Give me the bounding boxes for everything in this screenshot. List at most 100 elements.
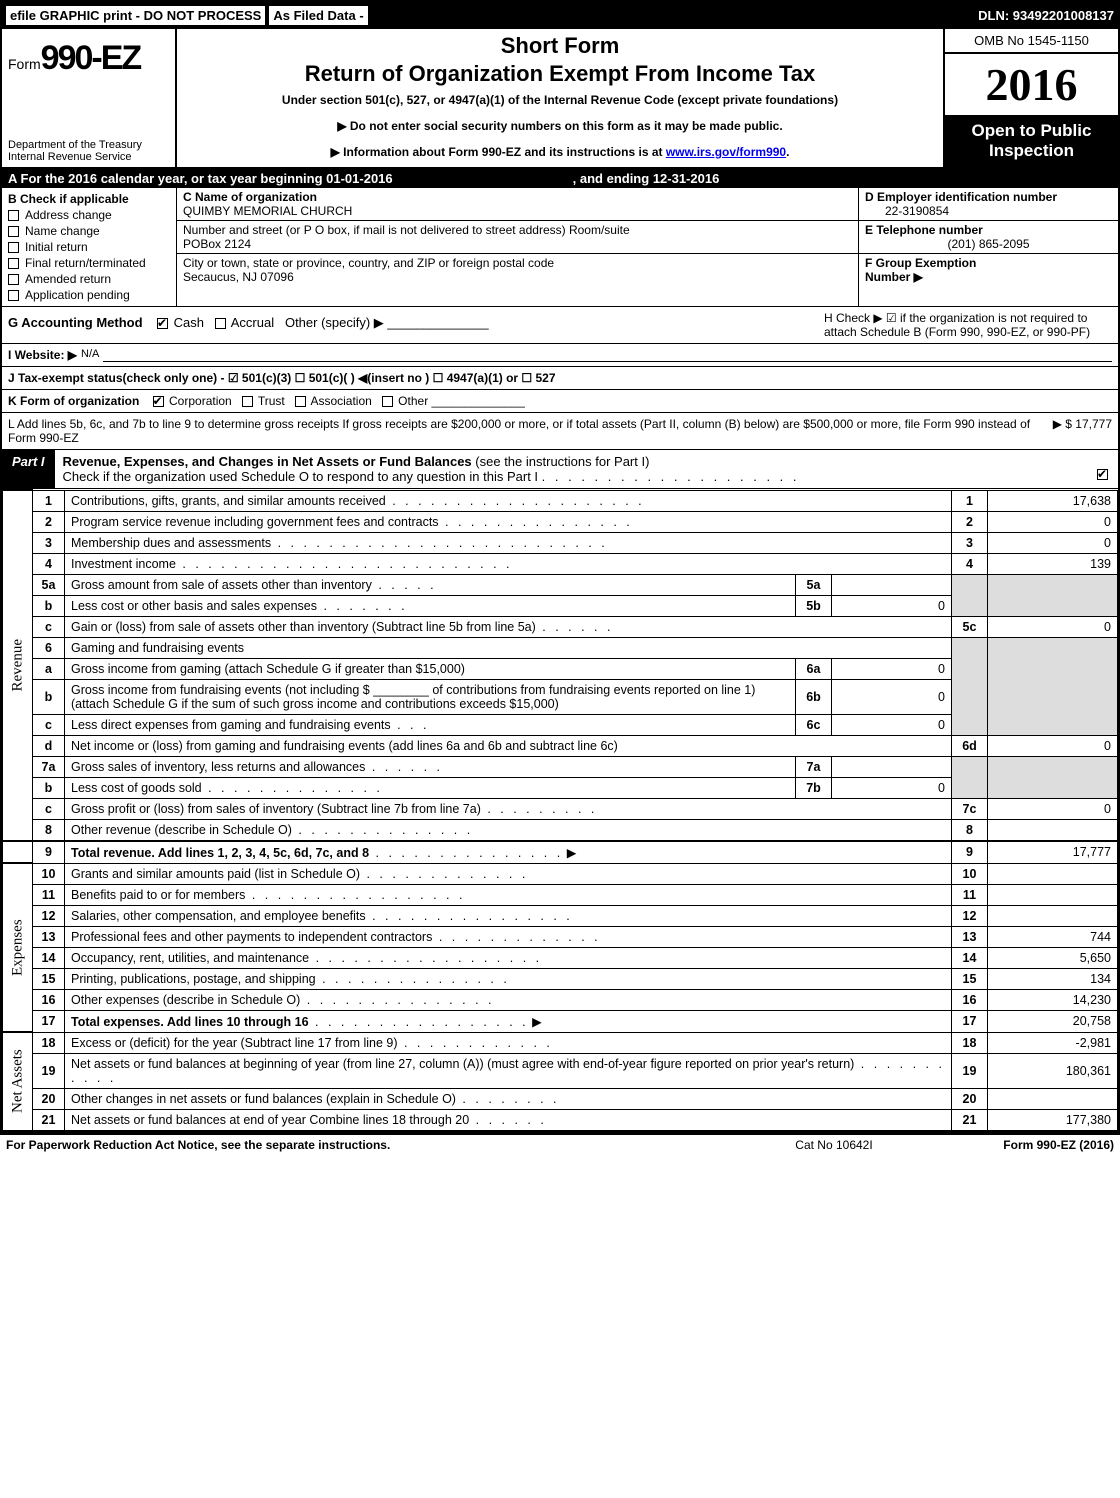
part-1-table: Revenue 1 Contributions, gifts, grants, …: [2, 489, 1118, 1131]
r19-val: 180,361: [988, 1053, 1118, 1088]
r18-num: 18: [33, 1032, 65, 1053]
row-5c: c Gain or (loss) from sale of assets oth…: [3, 616, 1118, 637]
row-10: Expenses 10 Grants and similar amounts p…: [3, 863, 1118, 884]
chk-initial-return-label: Initial return: [25, 240, 88, 254]
r9-val: 17,777: [988, 841, 1118, 864]
r6d-text: Net income or (loss) from gaming and fun…: [65, 735, 952, 756]
r5a-text: Gross amount from sale of assets other t…: [65, 574, 796, 595]
r6c-num: c: [33, 714, 65, 735]
r11-val: [988, 884, 1118, 905]
r18-val: -2,981: [988, 1032, 1118, 1053]
r6d-val: 0: [988, 735, 1118, 756]
r7c-val: 0: [988, 798, 1118, 819]
chk-amended-return[interactable]: Amended return: [8, 272, 170, 286]
r17-col: 17: [952, 1010, 988, 1032]
chk-trust-label: Trust: [258, 394, 285, 408]
r19-num: 19: [33, 1053, 65, 1088]
row-8: 8 Other revenue (describe in Schedule O)…: [3, 819, 1118, 841]
r4-col: 4: [952, 553, 988, 574]
r6a-num: a: [33, 658, 65, 679]
omb-number: OMB No 1545-1150: [945, 29, 1118, 54]
address-row: Number and street (or P O box, if mail i…: [177, 221, 858, 254]
box-l: L Add lines 5b, 6c, and 7b to line 9 to …: [2, 413, 1118, 450]
r9-col: 9: [952, 841, 988, 864]
r1-num: 1: [33, 490, 65, 511]
chk-final-return[interactable]: Final return/terminated: [8, 256, 170, 270]
seca-end: 12-31-2016: [653, 171, 720, 186]
r3-col: 3: [952, 532, 988, 553]
r16-text: Other expenses (describe in Schedule O) …: [65, 989, 952, 1010]
r14-num: 14: [33, 947, 65, 968]
org-name-row: C Name of organization QUIMBY MEMORIAL C…: [177, 188, 858, 221]
seca-begin: 01-01-2016: [326, 171, 393, 186]
r5b-text: Less cost or other basis and sales expen…: [65, 595, 796, 616]
box-h: H Check ▶ ☑ if the organization is not r…: [818, 307, 1118, 343]
address-value: POBox 2124: [183, 237, 251, 251]
section-g-h: G Accounting Method Cash Accrual Other (…: [2, 307, 1118, 344]
r13-num: 13: [33, 926, 65, 947]
shade: [952, 714, 988, 735]
note-info-post: .: [786, 145, 789, 159]
r5c-col: 5c: [952, 616, 988, 637]
r15-num: 15: [33, 968, 65, 989]
city-label: City or town, state or province, country…: [183, 256, 554, 270]
box-d: D Employer identification number 22-3190…: [859, 188, 1118, 221]
r8-num: 8: [33, 819, 65, 841]
r6b-ival: 0: [832, 679, 952, 714]
dln-number: DLN: 93492201008137: [978, 8, 1114, 23]
chk-application-pending[interactable]: Application pending: [8, 288, 170, 302]
chk-corporation[interactable]: [153, 396, 164, 407]
form-990ez-page: efile GRAPHIC print - DO NOT PROCESS As …: [0, 0, 1120, 1133]
chk-trust[interactable]: [242, 396, 253, 407]
r6c-ival: 0: [832, 714, 952, 735]
chk-other-org[interactable]: [382, 396, 393, 407]
chk-name-change[interactable]: Name change: [8, 224, 170, 238]
chk-accrual[interactable]: [215, 318, 226, 329]
r6-text: Gaming and fundraising events: [65, 637, 952, 658]
r6-num: 6: [33, 637, 65, 658]
short-form-title: Short Form: [181, 33, 939, 59]
r5a-ival: [832, 574, 952, 595]
chk-address-change[interactable]: Address change: [8, 208, 170, 222]
r6a-icol: 6a: [796, 658, 832, 679]
r2-text: Program service revenue including govern…: [65, 511, 952, 532]
r5c-num: c: [33, 616, 65, 637]
header-right: OMB No 1545-1150 2016 Open to Public Ins…: [943, 29, 1118, 167]
r10-text: Grants and similar amounts paid (list in…: [65, 863, 952, 884]
box-b-title: B Check if applicable: [8, 192, 170, 206]
r7a-text: Gross sales of inventory, less returns a…: [65, 756, 796, 777]
r10-num: 10: [33, 863, 65, 884]
row-12: 12 Salaries, other compensation, and emp…: [3, 905, 1118, 926]
shade: [988, 595, 1118, 616]
row-4: 4 Investment income . . . . . . . . . . …: [3, 553, 1118, 574]
chk-initial-return[interactable]: Initial return: [8, 240, 170, 254]
r16-val: 14,230: [988, 989, 1118, 1010]
r12-text: Salaries, other compensation, and employ…: [65, 905, 952, 926]
box-d-e-f: D Employer identification number 22-3190…: [858, 188, 1118, 306]
r5b-num: b: [33, 595, 65, 616]
website-underline: [103, 348, 1112, 362]
r9-num: 9: [33, 841, 65, 864]
r18-col: 18: [952, 1032, 988, 1053]
chk-cash-label: Cash: [174, 315, 204, 330]
part-1-title: Revenue, Expenses, and Changes in Net As…: [63, 454, 472, 469]
chk-other-org-label: Other: [398, 394, 428, 408]
website-label: I Website: ▶: [8, 348, 77, 362]
box-b: B Check if applicable Address change Nam…: [2, 188, 177, 306]
r21-text: Net assets or fund balances at end of ye…: [65, 1109, 952, 1130]
r15-val: 134: [988, 968, 1118, 989]
phone-value: (201) 865-2095: [865, 237, 1112, 251]
irs-link[interactable]: www.irs.gov/form990: [666, 145, 786, 159]
shade: [988, 637, 1118, 658]
row-17: 17 Total expenses. Add lines 10 through …: [3, 1010, 1118, 1032]
chk-association[interactable]: [295, 396, 306, 407]
chk-schedule-o[interactable]: [1097, 469, 1108, 480]
note-info: ▶ Information about Form 990-EZ and its …: [181, 145, 939, 159]
form-number: Form990-EZ: [2, 29, 175, 78]
part-1-title-area: Revenue, Expenses, and Changes in Net As…: [55, 450, 1118, 488]
r13-col: 13: [952, 926, 988, 947]
shade: [988, 574, 1118, 595]
chk-cash[interactable]: [157, 318, 168, 329]
form-org-label: K Form of organization: [8, 394, 139, 408]
r8-col: 8: [952, 819, 988, 841]
